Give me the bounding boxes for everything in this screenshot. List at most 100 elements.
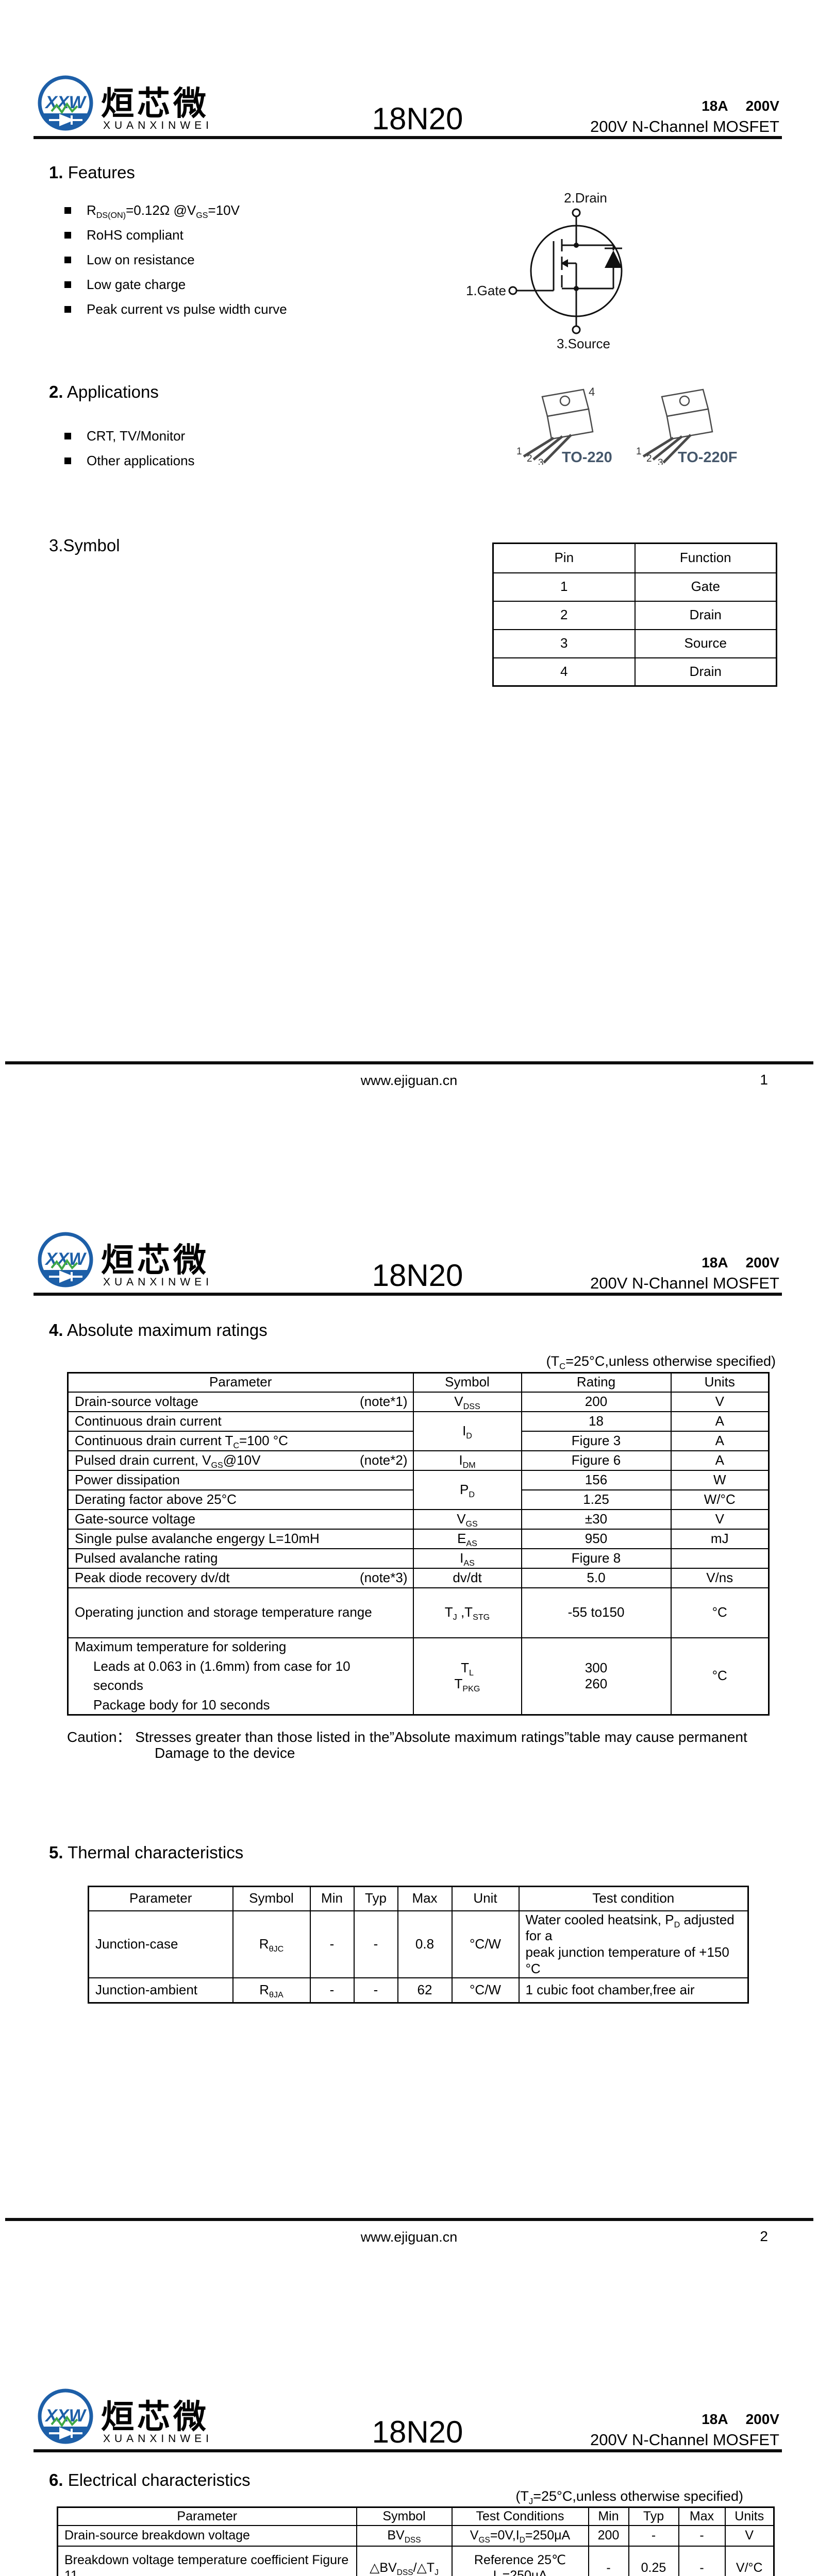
symbol-heading-title: 3.Symbol [49,536,120,555]
bullet-icon [64,281,71,288]
cell-symbol: IAS [412,1548,522,1569]
col-header-pin: Pin [492,543,636,573]
header-subtitle: 200V N-Channel MOSFET [590,2431,779,2449]
cell-rating: 300 260 [521,1637,672,1716]
cell-function: Gate [634,572,777,602]
table-row: Gate-source voltage VGS ±30 V [67,1509,770,1530]
company-logo-icon: XXW [38,2388,93,2444]
pin1-label: 1 [636,446,642,457]
col-header: Typ [628,2506,679,2526]
cell-rating: 5.0 [521,1567,672,1588]
cell-param: Single pulse avalanche engergy L=10mH [67,1528,414,1549]
cell-max: 0.8 [397,1910,453,1979]
table-row: Operating junction and storage temperatu… [67,1587,770,1638]
gate-pin-label: 1.Gate [466,283,506,298]
header-rule [34,2449,782,2452]
cell-rating: -55 to150 [521,1587,672,1638]
cell-min: 200 [588,2524,629,2547]
cell-rating: Figure 6 [521,1450,672,1471]
cell-units: A [670,1450,770,1471]
soldering-rating: 260 [585,1676,608,1692]
cell-rating: 1.25 [521,1489,672,1510]
cell-symbol: VDSS [412,1391,522,1412]
cell-typ: 0.25 [628,2545,679,2576]
col-header: Parameter [88,1886,233,1911]
cell-units: V [670,1509,770,1530]
cell-min: - [588,2545,629,2576]
cell-param-text: Pulsed drain current, VGS@10V [75,1452,261,1470]
table-row: 2 Drain [492,600,777,630]
cell-min: - [309,1977,355,2004]
cell-note: (note*3) [360,1569,408,1585]
soldering-line: Maximum temperature for soldering [75,1638,287,1654]
thermal-heading: 5. Thermal characteristics [49,1843,243,1862]
abs-max-condition-note: (TC=25°C,unless otherwise specified) [546,1353,776,1371]
pin2-label: 2 [646,453,652,464]
table-header-row: Parameter Symbol Test Conditions Min Typ… [57,2506,775,2526]
table-row: 3 Source [492,629,777,658]
logo-chinese-name: 烜芯微 [101,1242,209,1279]
cell-units: A [670,1430,770,1451]
cell-symbol: BVDSS [356,2524,453,2547]
abs-max-heading: 4. Absolute maximum ratings [49,1320,268,1340]
applications-list: CRT, TV/Monitor Other applications [64,423,195,473]
table-row: 1 Gate [492,572,777,602]
cell-unit: °C/W [451,1910,520,1979]
applications-heading: 2. Applications [49,382,159,402]
abs-max-table: Parameter Symbol Rating Units (note*1) Dr… [67,1372,770,1716]
to220f-package-icon [642,388,713,464]
cell-param: Continuous drain current TC=100 °C [67,1430,414,1451]
cell-typ: - [353,1977,398,2004]
list-item: RoHS compliant [64,223,287,247]
cell-typ: - [628,2524,679,2547]
footer-rule [5,1061,813,1064]
cell-param: Junction-ambient [88,1977,233,2004]
to220-label: TO-220 [562,449,612,466]
soldering-symbol: TPKG [454,1676,480,1694]
cell-max: - [678,2524,726,2547]
part-number: 18N20 [372,101,463,136]
table-header-row: Parameter Symbol Min Typ Max Unit Test c… [88,1886,749,1911]
cell-cond: Reference 25℃ID=250uA [451,2545,589,2576]
feature-text: Peak current vs pulse width curve [87,301,287,317]
pin-function-table: Pin Function 1 Gate 2 Drain 3 Source 4 D… [492,543,777,687]
header-subtitle: 200V N-Channel MOSFET [590,117,779,135]
cell-symbol: IDM [412,1450,522,1471]
cell-param: (note*3) Peak diode recovery dv/dt [67,1567,414,1588]
mosfet-body-arrow-icon [561,259,568,267]
soldering-line: seconds [93,1677,143,1693]
logo-chinese-name: 烜芯微 [101,85,209,122]
caution-line: Stresses greater than those listed in th… [135,1729,747,1745]
cell-typ: - [353,1910,398,1979]
col-header: Symbol [232,1886,311,1911]
cell-units [670,1548,770,1569]
rating-voltage: 200V [745,98,779,114]
cell-param: Maximum temperature for soldering Leads … [67,1637,414,1716]
rating-current: 18A [702,1255,728,1270]
caution-text: Caution： Stresses greater than those lis… [67,1726,747,1747]
cell-units: °C [670,1587,770,1638]
cell-units: V/ns [670,1567,770,1588]
pin3-label: 3 [538,457,544,465]
list-item: Low gate charge [64,272,287,297]
footer-website[interactable]: www.ejiguan.cn [360,1073,458,1088]
logo-xxw-text: XXW [44,1249,87,1269]
cell-param: Drain-source breakdown voltage [57,2524,357,2547]
company-logo-icon: XXW [38,75,93,131]
bullet-icon [64,306,71,313]
footer-website[interactable]: www.ejiguan.cn [360,2229,458,2245]
cell-unit: °C/W [451,1977,520,2004]
elec-condition-note: (TJ=25°C,unless otherwise specified) [515,2488,743,2506]
feature-text: Low gate charge [87,276,186,292]
table-row: (note*1) Drain-source voltage VDSS 200 V [67,1391,770,1412]
col-header: Symbol [356,2506,453,2526]
applications-heading-title: Applications [66,382,159,401]
table-row: Power dissipation PD 156 W [67,1469,770,1510]
table-row: Derating factor above 25°C 1.25 W/°C [67,1489,770,1510]
rating-current: 18A [702,2411,728,2427]
logo-xxw-text: XXW [44,93,87,112]
list-item: Peak current vs pulse width curve [64,297,287,321]
page-1: XXW 烜芯微 XUANXINWEI 18N20 18A 200V 200V N… [0,0,818,1157]
mosfet-symbol-diagram: 2.Drain 1.Gate 3.Source [466,190,623,351]
cell-symbol: TJ ,TSTG [412,1587,522,1638]
